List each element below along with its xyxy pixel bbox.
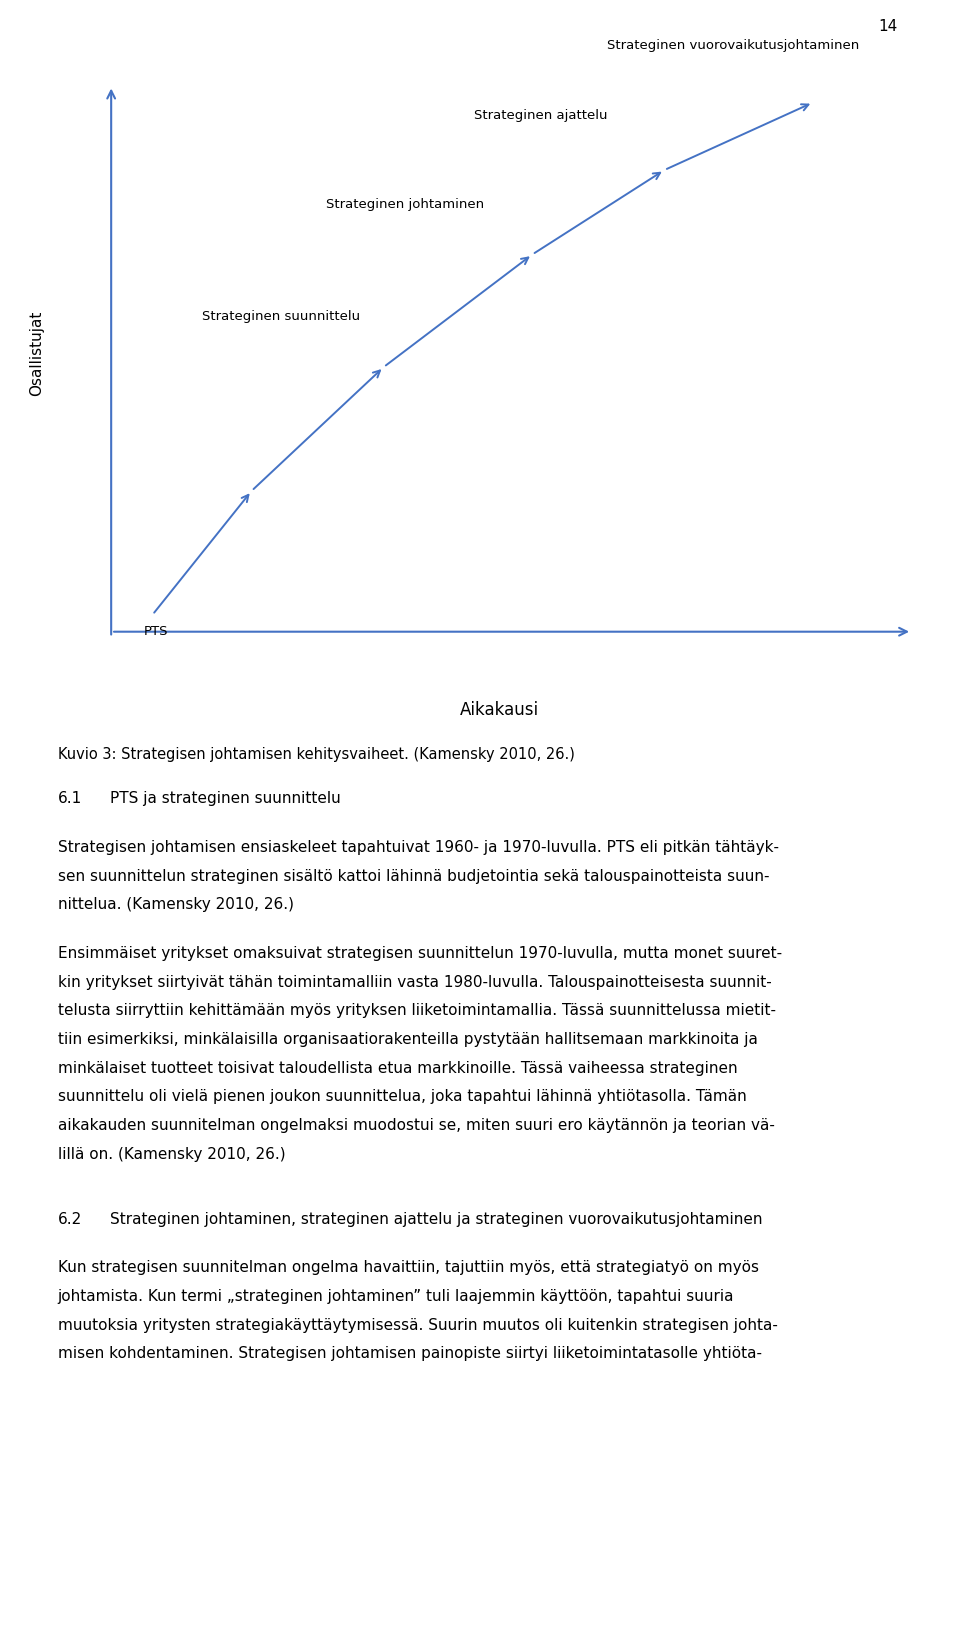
Text: minkälaiset tuotteet toisivat taloudellista etua markkinoille. Tässä vaiheessa s: minkälaiset tuotteet toisivat taloudelli… [58,1061,737,1076]
Text: johtamista. Kun termi „strateginen johtaminen” tuli laajemmin käyttöön, tapahtui: johtamista. Kun termi „strateginen johta… [58,1289,734,1304]
Text: PTS: PTS [144,626,169,639]
Text: Strateginen johtaminen, strateginen ajattelu ja strateginen vuorovaikutusjohtami: Strateginen johtaminen, strateginen ajat… [110,1212,763,1227]
Text: Strateginen ajattelu: Strateginen ajattelu [474,110,608,123]
Text: Kuvio 3: Strategisen johtamisen kehitysvaiheet. (Kamensky 2010, 26.): Kuvio 3: Strategisen johtamisen kehitysv… [58,747,574,762]
Text: PTS ja strateginen suunnittelu: PTS ja strateginen suunnittelu [110,791,341,806]
Text: Kun strategisen suunnitelman ongelma havaittiin, tajuttiin myös, että strategiat: Kun strategisen suunnitelman ongelma hav… [58,1261,758,1276]
Text: nittelua. (Kamensky 2010, 26.): nittelua. (Kamensky 2010, 26.) [58,897,294,913]
Text: misen kohdentaminen. Strategisen johtamisen painopiste siirtyi liiketoimintataso: misen kohdentaminen. Strategisen johtami… [58,1346,761,1361]
Text: aikakauden suunnitelman ongelmaksi muodostui se, miten suuri ero käytännön ja te: aikakauden suunnitelman ongelmaksi muodo… [58,1118,775,1133]
Text: Ensimmäiset yritykset omaksuivat strategisen suunnittelun 1970-luvulla, mutta mo: Ensimmäiset yritykset omaksuivat strateg… [58,946,781,961]
Text: Strateginen suunnittelu: Strateginen suunnittelu [202,310,360,323]
Text: Osallistujat: Osallistujat [30,310,44,396]
Text: sen suunnittelun strateginen sisältö kattoi lähinnä budjetointia sekä talouspain: sen suunnittelun strateginen sisältö kat… [58,869,769,883]
Text: kin yritykset siirtyivät tähän toimintamalliin vasta 1980-luvulla. Talouspainott: kin yritykset siirtyivät tähän toimintam… [58,975,771,990]
Text: lillä on. (Kamensky 2010, 26.): lillä on. (Kamensky 2010, 26.) [58,1148,285,1163]
Text: 6.2: 6.2 [58,1212,82,1227]
Text: Aikakausi: Aikakausi [460,701,539,719]
Text: Strategisen johtamisen ensiaskeleet tapahtuivat 1960- ja 1970-luvulla. PTS eli p: Strategisen johtamisen ensiaskeleet tapa… [58,841,779,855]
Text: Strateginen vuorovaikutusjohtaminen: Strateginen vuorovaikutusjohtaminen [607,38,859,51]
Text: suunnittelu oli vielä pienen joukon suunnittelua, joka tapahtui lähinnä yhtiötas: suunnittelu oli vielä pienen joukon suun… [58,1090,746,1105]
Text: 14: 14 [878,18,898,34]
Text: Strateginen johtaminen: Strateginen johtaminen [325,199,484,212]
Text: telusta siirryttiin kehittämään myös yrityksen liiketoimintamallia. Tässä suunni: telusta siirryttiin kehittämään myös yri… [58,1003,776,1018]
Text: 6.1: 6.1 [58,791,82,806]
Text: tiin esimerkiksi, minkälaisilla organisaatiorakenteilla pystytään hallitsemaan m: tiin esimerkiksi, minkälaisilla organisa… [58,1033,757,1048]
Text: muutoksia yritysten strategiakäyttäytymisessä. Suurin muutos oli kuitenkin strat: muutoksia yritysten strategiakäyttäytymi… [58,1319,778,1333]
